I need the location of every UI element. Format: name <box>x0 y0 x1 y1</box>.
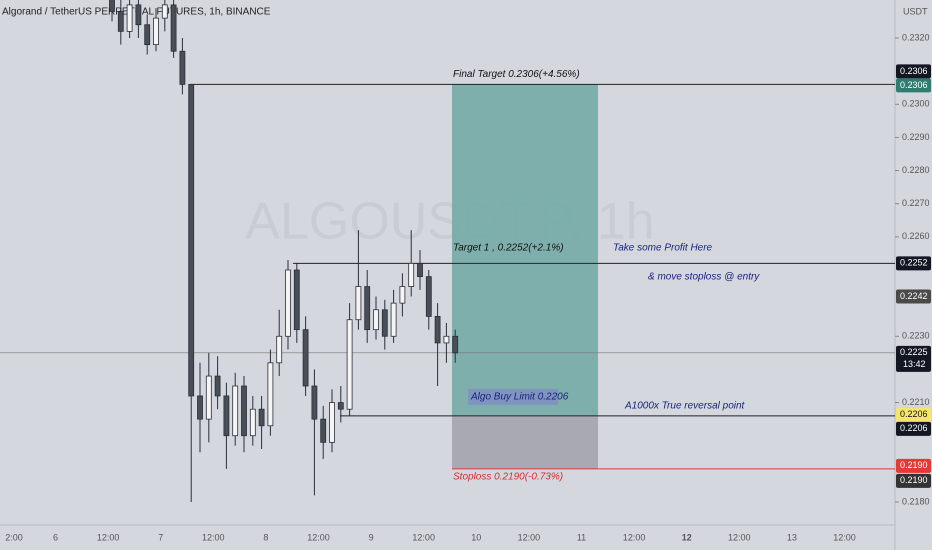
price-tag <box>896 407 931 422</box>
price-tag <box>896 78 931 93</box>
y-tick-label: 0.2300 <box>902 99 930 109</box>
x-tick-label: 12:00 <box>833 532 856 542</box>
candle-body <box>329 402 335 443</box>
candle-body <box>188 84 195 397</box>
y-tick-label: 0.2290 <box>902 132 930 142</box>
x-tick-label: 2:00 <box>5 532 23 542</box>
y-tick-label: 0.2180 <box>902 496 930 506</box>
candle-body <box>126 4 133 32</box>
candle-body <box>311 385 318 420</box>
y-tick-label: 0.2210 <box>902 397 930 407</box>
candle-body <box>117 11 124 32</box>
price-tag <box>896 473 931 488</box>
candle-body <box>144 24 151 46</box>
candle-body <box>153 17 159 46</box>
x-tick-label: 9 <box>369 532 374 542</box>
price-tag-label: 0.2242 <box>900 291 928 301</box>
candle-body <box>214 375 221 397</box>
x-tick-label: 12:00 <box>202 532 225 542</box>
candle-body <box>258 408 265 427</box>
x-tick-label: 10 <box>471 532 481 542</box>
x-tick-label: 6 <box>53 532 58 542</box>
y-tick-label: 0.2320 <box>902 32 930 42</box>
price-tag <box>896 289 931 304</box>
unit-label: USDT <box>903 6 928 16</box>
price-tag-label: 0.2206 <box>900 423 928 433</box>
candle-body <box>223 395 230 437</box>
candle-body <box>179 50 186 85</box>
loss-zone <box>452 415 598 469</box>
x-tick-label: 11 <box>577 532 586 542</box>
candle-body <box>425 276 432 317</box>
candle-body <box>364 286 371 331</box>
candle-body <box>285 269 291 337</box>
x-tick-label: 7 <box>158 532 163 542</box>
x-tick-label: 12:00 <box>623 532 646 542</box>
y-tick-label: 0.2230 <box>902 331 930 341</box>
price-tag-label: 0.2206 <box>900 409 928 419</box>
annotation: Final Target 0.2306(+4.56%) <box>453 69 580 80</box>
candle-body <box>417 262 423 278</box>
candle-body <box>267 362 274 427</box>
price-tag <box>896 256 931 271</box>
candle-body <box>373 309 379 331</box>
candle-body <box>249 408 256 437</box>
y-tick-label: 0.2280 <box>902 165 930 175</box>
x-tick-label: 12:00 <box>412 532 435 542</box>
candle-body <box>443 335 450 344</box>
candle-body <box>355 286 362 321</box>
annotation: Take some Profit Here <box>613 243 713 254</box>
price-tag <box>896 458 931 473</box>
price-tag-label: 0.2306 <box>900 80 928 90</box>
candle-body <box>390 302 397 337</box>
annotation: A1000x True reversal point <box>624 401 746 412</box>
x-tick-label: 12:00 <box>97 532 120 542</box>
candle-body <box>161 4 168 19</box>
candle-body <box>408 262 415 287</box>
candle-body <box>170 4 177 52</box>
candle-body <box>197 395 203 420</box>
x-tick-label: 12:00 <box>307 532 330 542</box>
annotation: & move stoploss @ entry <box>648 272 760 283</box>
candle-body <box>109 0 115 12</box>
y-tick-label: 0.2270 <box>902 198 930 208</box>
candle-body <box>399 286 406 304</box>
price-tag-label: 0.2306 <box>900 66 928 76</box>
candle-body <box>293 269 300 331</box>
annotation: Stoploss 0.2190(-0.73%) <box>453 472 563 483</box>
countdown-label: 13:42 <box>903 359 926 369</box>
candle-body <box>320 418 327 443</box>
candle-body <box>337 402 344 410</box>
x-tick-label: 8 <box>263 532 268 542</box>
price-tag-label: 0.2225 <box>900 347 928 357</box>
price-tag-label: 0.2190 <box>900 460 928 470</box>
x-tick-label: 12:00 <box>728 532 751 542</box>
label-box <box>468 389 558 405</box>
candle-body <box>434 315 441 344</box>
y-tick-label: 0.2260 <box>902 231 930 241</box>
candle-body <box>452 335 459 354</box>
candle-body <box>302 329 309 387</box>
candle-body <box>135 4 142 26</box>
price-tag <box>896 421 931 436</box>
annotation: Target 1 , 0.2252(+2.1%) <box>453 243 564 254</box>
x-tick-label: 12:00 <box>518 532 541 542</box>
candle-body <box>381 309 388 337</box>
x-tick-label: 12 <box>682 532 692 542</box>
candle-body <box>346 319 353 410</box>
candle-body <box>241 385 247 437</box>
candle-body <box>205 375 212 420</box>
price-tag-label: 0.2190 <box>900 475 928 485</box>
candle-body <box>276 335 283 364</box>
profit-zone <box>452 84 598 416</box>
price-tag <box>896 64 931 79</box>
annotation: Algo Buy Limit 0.2206 <box>470 392 569 403</box>
x-tick-label: 13 <box>787 532 797 542</box>
price-tag-label: 0.2252 <box>900 258 928 268</box>
price-tag <box>896 345 931 372</box>
candle-body <box>232 385 239 437</box>
